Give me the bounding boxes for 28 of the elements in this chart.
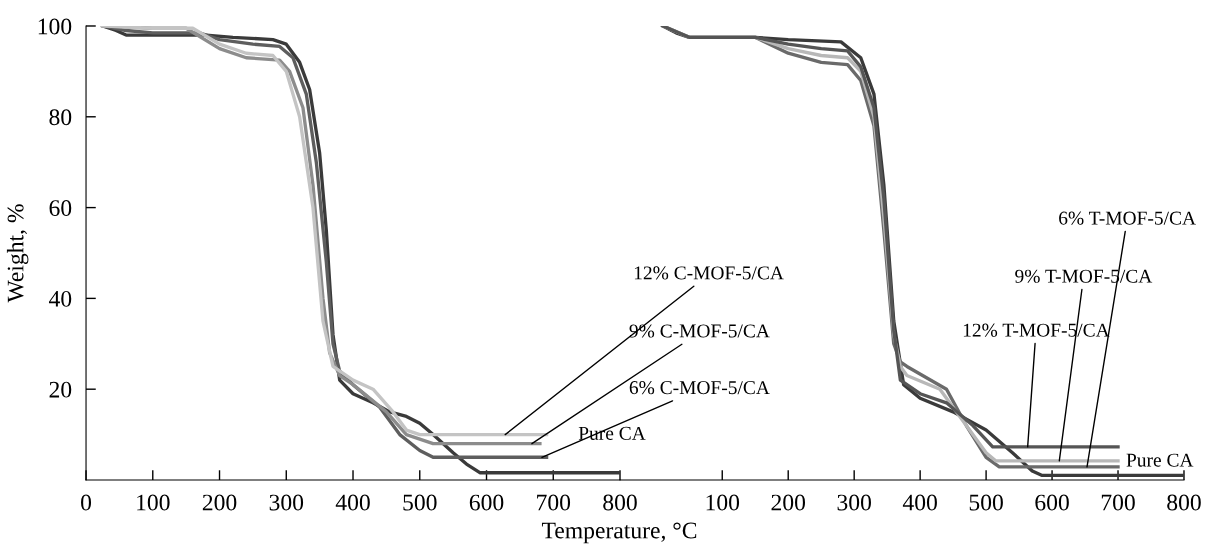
y-tick-label: 80 [49,109,72,126]
x-tick-label: 500 [969,494,1003,511]
y-tick-label: 20 [49,381,72,398]
x-tick-label: 800 [603,494,637,511]
x-axis-title: Temperature, °C [541,522,697,544]
x-tick-label: 700 [537,494,571,511]
x-tick-label: 800 [1167,494,1201,511]
x-tick-label: 700 [1101,494,1135,511]
x-tick-label: 100 [137,494,170,511]
x-tick-label: 300 [837,494,871,511]
x-tick-label: 200 [202,494,237,511]
y-tick-label: 100 [38,18,72,35]
x-tick-label: 600 [1035,494,1069,511]
x-tick-label: 0 [81,494,92,511]
x-tick-label: 600 [469,494,504,511]
x-tick-label: 200 [771,494,806,511]
x-tick-label: 400 [902,494,937,511]
x-tick-label: 100 [706,494,740,511]
y-tick-label: 60 [49,200,72,217]
annotation: 6% T-MOF-5/CA [1059,211,1196,225]
y-axis-title: Weight, % [6,204,29,303]
y-tick-label: 40 [48,290,72,307]
annotation: 6% C-MOF-5/CA [629,381,770,395]
annotation: Pure CA [1126,453,1194,467]
x-tick-label: 400 [335,494,370,511]
x-tick-label: 500 [403,494,437,511]
annotation: 12% C-MOF-5/CA [634,266,784,280]
x-tick-label: 300 [269,494,304,511]
